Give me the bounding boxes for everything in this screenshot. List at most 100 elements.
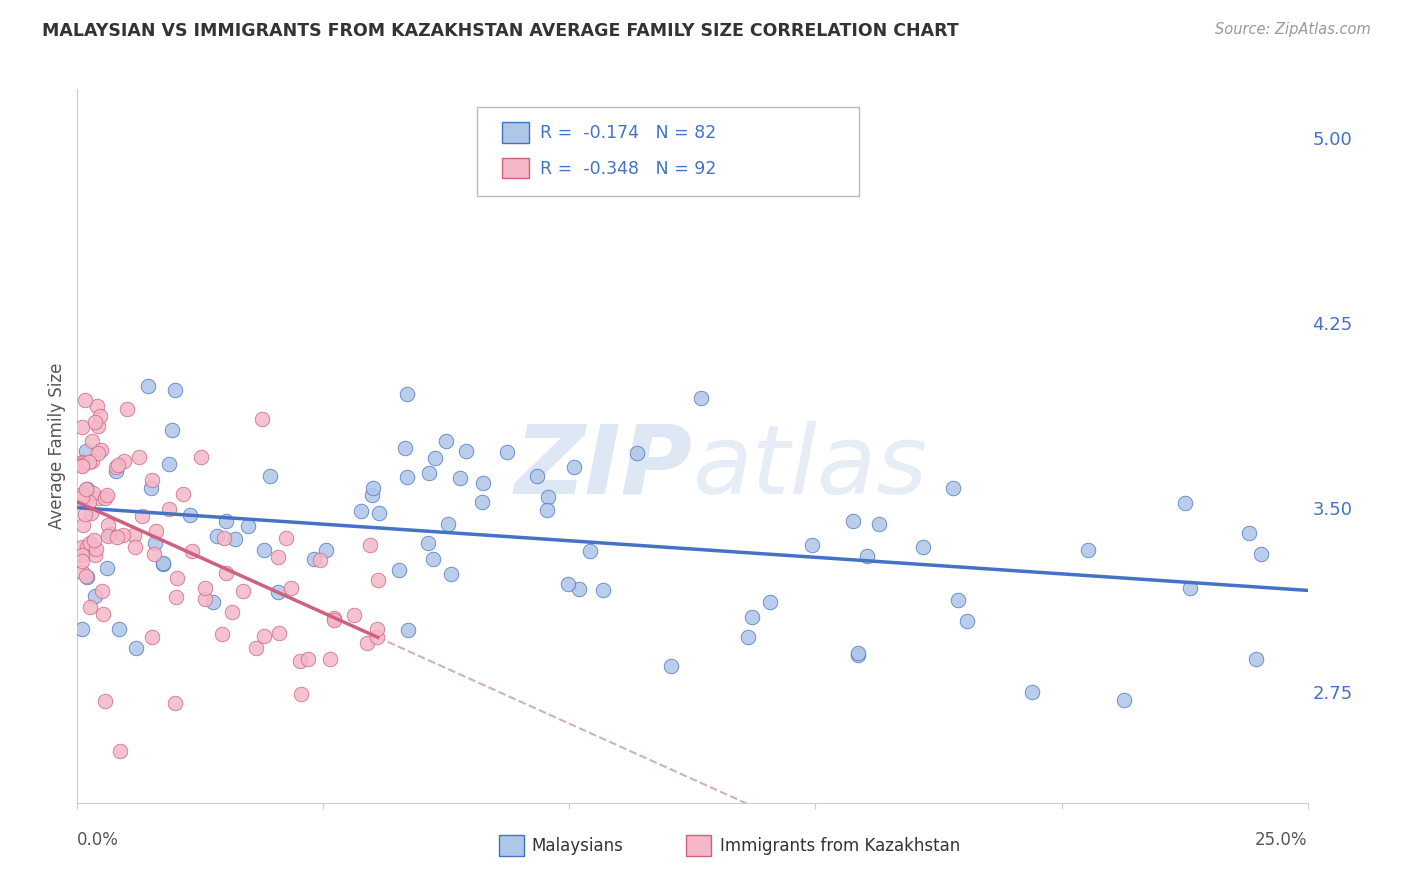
Point: [471, 495, 494, 509]
Point: [70, 622, 93, 636]
Point: [252, 543, 274, 558]
Point: [846, 648, 869, 663]
Point: [394, 441, 416, 455]
Point: [136, 379, 159, 393]
Point: [948, 593, 970, 607]
Point: [1077, 543, 1099, 558]
Point: [221, 605, 243, 619]
Point: [84, 542, 107, 557]
Point: [75, 482, 97, 496]
Point: [211, 627, 233, 641]
Point: [423, 450, 446, 465]
Point: [89, 409, 111, 423]
Point: [79, 455, 101, 469]
Point: [143, 536, 166, 550]
Point: [846, 646, 869, 660]
Point: [166, 571, 188, 585]
Point: [366, 623, 388, 637]
Point: [75, 569, 97, 583]
Point: [157, 457, 180, 471]
Point: [245, 640, 267, 655]
Point: [368, 506, 391, 520]
Text: ZIP: ZIP: [515, 421, 693, 514]
Text: Source: ZipAtlas.com: Source: ZipAtlas.com: [1215, 22, 1371, 37]
Point: [162, 423, 184, 437]
Point: [111, 528, 134, 542]
Point: [128, 450, 150, 464]
Point: [267, 549, 290, 564]
Point: [108, 622, 131, 636]
Point: [942, 481, 965, 495]
Point: [96, 561, 118, 575]
Point: [350, 503, 373, 517]
Point: [1250, 547, 1272, 561]
Point: [165, 384, 187, 398]
Point: [280, 581, 302, 595]
Point: [557, 576, 579, 591]
Point: [269, 626, 291, 640]
Point: [215, 566, 238, 581]
Point: [86, 446, 108, 460]
Point: [157, 501, 180, 516]
Point: [70, 455, 93, 469]
Point: [568, 582, 591, 596]
Point: [302, 552, 325, 566]
Point: [194, 592, 217, 607]
Point: [70, 565, 93, 579]
Point: [104, 459, 127, 474]
Point: [449, 470, 471, 484]
Point: [84, 548, 107, 562]
Point: [422, 552, 444, 566]
Point: [90, 442, 112, 457]
Point: [110, 744, 132, 758]
Text: Immigrants from Kazakhstan: Immigrants from Kazakhstan: [720, 837, 960, 855]
Point: [315, 543, 337, 558]
Point: [91, 583, 114, 598]
Point: [868, 517, 890, 532]
Point: [252, 412, 274, 426]
Point: [141, 481, 163, 495]
Point: [418, 536, 440, 550]
Point: [70, 419, 93, 434]
Point: [70, 486, 93, 500]
Point: [1178, 581, 1201, 595]
Point: [253, 629, 276, 643]
Point: [72, 518, 94, 533]
FancyBboxPatch shape: [477, 107, 859, 196]
Point: [79, 535, 101, 549]
Text: R =  -0.174   N = 82: R = -0.174 N = 82: [540, 125, 716, 143]
Point: [190, 450, 212, 464]
Point: [440, 566, 463, 581]
Point: [80, 506, 103, 520]
Point: [91, 607, 114, 621]
Point: [266, 585, 288, 599]
Point: [75, 507, 97, 521]
Point: [359, 537, 381, 551]
Point: [76, 570, 98, 584]
Point: [562, 459, 585, 474]
Point: [165, 697, 187, 711]
Point: [141, 473, 163, 487]
Point: [456, 443, 478, 458]
Point: [290, 687, 312, 701]
Point: [592, 583, 614, 598]
Point: [87, 419, 110, 434]
Point: [396, 623, 419, 637]
Text: 25.0%: 25.0%: [1256, 831, 1308, 849]
Point: [361, 487, 384, 501]
Point: [172, 487, 194, 501]
Point: [737, 630, 759, 644]
Text: atlas: atlas: [693, 421, 928, 514]
Point: [79, 599, 101, 614]
Point: [75, 443, 97, 458]
Point: [112, 454, 135, 468]
Point: [70, 549, 93, 563]
Point: [418, 467, 440, 481]
Point: [231, 583, 253, 598]
Point: [801, 538, 824, 552]
Point: [274, 531, 297, 545]
Point: [98, 527, 121, 541]
Point: [361, 481, 384, 495]
Point: [124, 540, 146, 554]
Point: [205, 529, 228, 543]
